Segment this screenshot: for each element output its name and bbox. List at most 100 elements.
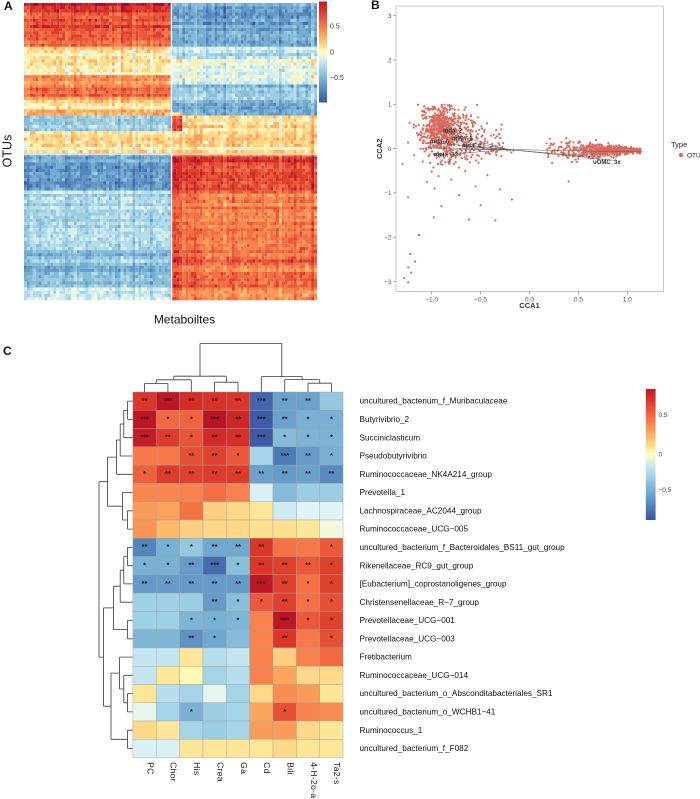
svg-text:*: * bbox=[213, 615, 216, 624]
svg-text:*: * bbox=[330, 542, 333, 551]
svg-text:Rikenellaceae_RC9_gut_group: Rikenellaceae_RC9_gut_group bbox=[360, 561, 474, 570]
svg-text:***: *** bbox=[280, 615, 289, 624]
svg-text:*: * bbox=[166, 561, 169, 570]
svg-text:*: * bbox=[330, 634, 333, 643]
svg-text:[Eubacterium]_coprostanoligene: [Eubacterium]_coprostanoligenes_group bbox=[360, 580, 507, 589]
svg-text:**: ** bbox=[282, 597, 288, 606]
svg-text:Chor: Chor bbox=[169, 762, 179, 782]
svg-text:1.0: 1.0 bbox=[623, 297, 632, 304]
svg-text:**: ** bbox=[188, 634, 194, 643]
svg-text:−0.5: −0.5 bbox=[659, 487, 672, 494]
svg-text:CCA2: CCA2 bbox=[375, 139, 384, 159]
svg-text:***: *** bbox=[257, 396, 266, 405]
svg-text:mda_6: mda_6 bbox=[430, 140, 450, 146]
svg-text:Prevotellaceae_UCG−001: Prevotellaceae_UCG−001 bbox=[360, 616, 456, 625]
svg-text:*: * bbox=[307, 597, 310, 606]
svg-text:−1: −1 bbox=[384, 190, 392, 197]
svg-text:Prevotella_1: Prevotella_1 bbox=[360, 488, 406, 497]
svg-text:**: ** bbox=[188, 561, 194, 570]
svg-text:*: * bbox=[307, 579, 310, 588]
svg-text:**: ** bbox=[188, 579, 194, 588]
svg-text:2: 2 bbox=[388, 57, 392, 64]
svg-text:*: * bbox=[190, 414, 193, 423]
svg-text:**: ** bbox=[212, 597, 218, 606]
svg-text:*: * bbox=[190, 707, 193, 716]
svg-text:*: * bbox=[330, 597, 333, 606]
svg-text:0: 0 bbox=[659, 451, 663, 458]
svg-text:*: * bbox=[330, 615, 333, 624]
svg-text:**: ** bbox=[188, 396, 194, 405]
svg-text:*: * bbox=[190, 542, 193, 551]
svg-text:**: ** bbox=[235, 579, 241, 588]
svg-text:**: ** bbox=[258, 561, 264, 570]
svg-text:**: ** bbox=[188, 469, 194, 478]
svg-text:Ruminococcaceae_UCG−014: Ruminococcaceae_UCG−014 bbox=[360, 671, 469, 680]
svg-text:Fretibacterium: Fretibacterium bbox=[360, 653, 413, 662]
svg-text:***: *** bbox=[210, 414, 219, 423]
svg-text:mda_4: mda_4 bbox=[462, 144, 482, 150]
svg-text:Bili: Bili bbox=[286, 762, 296, 775]
svg-text:***: *** bbox=[257, 579, 266, 588]
svg-text:*: * bbox=[213, 634, 216, 643]
svg-text:**: ** bbox=[235, 433, 241, 442]
svg-text:**: ** bbox=[305, 469, 311, 478]
svg-text:meta_13: meta_13 bbox=[434, 153, 459, 159]
svg-text:0.0: 0.0 bbox=[525, 297, 534, 304]
svg-text:uncultured_bacterium_o_WCHB1−4: uncultured_bacterium_o_WCHB1−41 bbox=[360, 708, 496, 717]
svg-text:*: * bbox=[166, 414, 169, 423]
svg-text:**: ** bbox=[212, 433, 218, 442]
svg-text:3: 3 bbox=[388, 13, 392, 20]
svg-text:**: ** bbox=[142, 542, 148, 551]
svg-text:Ruminococcaceae_NK4A214_group: Ruminococcaceae_NK4A214_group bbox=[360, 470, 493, 479]
svg-text:**: ** bbox=[165, 433, 171, 442]
svg-text:*: * bbox=[330, 579, 333, 588]
svg-text:CCA1: CCA1 bbox=[519, 301, 539, 310]
svg-text:**: ** bbox=[142, 396, 148, 405]
svg-text:*: * bbox=[166, 542, 169, 551]
svg-text:A: A bbox=[4, 0, 13, 13]
svg-text:uncultured_bacterium_o_Abscond: uncultured_bacterium_o_Absconditabacteri… bbox=[360, 689, 553, 698]
svg-text:**: ** bbox=[212, 451, 218, 460]
svg-text:Ta2-s: Ta2-s bbox=[332, 762, 342, 785]
svg-text:−3: −3 bbox=[384, 279, 392, 286]
svg-text:Pseudobutyrivibrio: Pseudobutyrivibrio bbox=[360, 452, 428, 461]
svg-text:Lachnospiraceae_AC2044_group: Lachnospiraceae_AC2044_group bbox=[360, 506, 482, 515]
svg-text:**: ** bbox=[235, 396, 241, 405]
svg-text:Christensenellaceae_R−7_group: Christensenellaceae_R−7_group bbox=[360, 598, 480, 607]
svg-text:4-H-2o-a: 4-H-2o-a bbox=[309, 762, 319, 798]
svg-text:Cd: Cd bbox=[262, 762, 272, 774]
svg-text:Butyrivibrio_2: Butyrivibrio_2 bbox=[360, 415, 410, 424]
svg-text:PC: PC bbox=[145, 762, 155, 775]
svg-text:*: * bbox=[330, 451, 333, 460]
svg-text:*: * bbox=[283, 707, 286, 716]
svg-text:*: * bbox=[237, 451, 240, 460]
svg-text:uncultured_bacterium_f_Bactero: uncultured_bacterium_f_Bacteroidales_BS1… bbox=[360, 543, 566, 552]
svg-text:1: 1 bbox=[388, 102, 392, 109]
svg-text:**: ** bbox=[235, 469, 241, 478]
svg-text:Crea: Crea bbox=[215, 762, 225, 782]
svg-text:**: ** bbox=[212, 396, 218, 405]
svg-text:uncultured_bacterium_f_F082: uncultured_bacterium_f_F082 bbox=[360, 744, 469, 753]
svg-text:***: *** bbox=[257, 433, 266, 442]
svg-text:*: * bbox=[237, 615, 240, 624]
svg-text:Metaboiltes: Metaboiltes bbox=[154, 313, 215, 327]
svg-text:***: *** bbox=[257, 414, 266, 423]
svg-text:***: *** bbox=[164, 396, 173, 405]
svg-text:*: * bbox=[260, 597, 263, 606]
svg-text:**: ** bbox=[165, 579, 171, 588]
svg-text:−0.5: −0.5 bbox=[330, 75, 344, 82]
svg-text:*: * bbox=[330, 414, 333, 423]
svg-text:*: * bbox=[330, 433, 333, 442]
svg-text:0.5: 0.5 bbox=[574, 297, 583, 304]
svg-text:*: * bbox=[237, 597, 240, 606]
svg-text:*: * bbox=[143, 561, 146, 570]
svg-text:*: * bbox=[307, 433, 310, 442]
svg-text:Ga: Ga bbox=[239, 762, 249, 774]
svg-text:**: ** bbox=[235, 414, 241, 423]
svg-text:***: *** bbox=[280, 451, 289, 460]
svg-text:Ruminococcus_1: Ruminococcus_1 bbox=[360, 726, 423, 735]
svg-text:Ruminococcaceae_UCG−005: Ruminococcaceae_UCG−005 bbox=[360, 525, 469, 534]
svg-text:−1.0: −1.0 bbox=[425, 297, 438, 304]
svg-text:**: ** bbox=[282, 579, 288, 588]
svg-text:**: ** bbox=[212, 542, 218, 551]
